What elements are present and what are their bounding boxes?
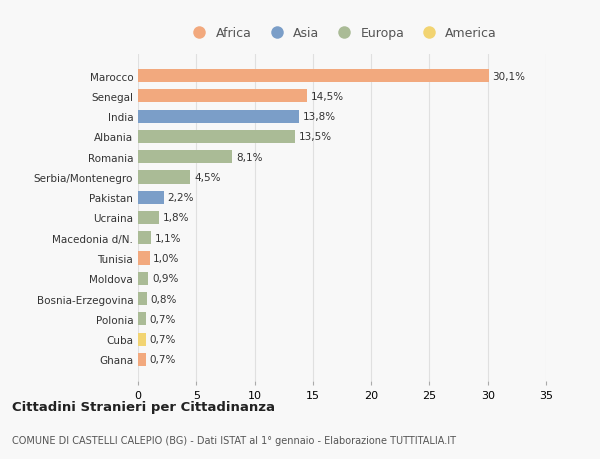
Text: 1,0%: 1,0% — [153, 253, 179, 263]
Text: Cittadini Stranieri per Cittadinanza: Cittadini Stranieri per Cittadinanza — [12, 400, 275, 413]
Bar — [138, 151, 232, 164]
Bar — [138, 90, 307, 103]
Bar — [138, 110, 299, 123]
Bar — [138, 232, 151, 245]
Bar — [138, 272, 148, 285]
Bar — [138, 70, 489, 83]
Legend: Africa, Asia, Europa, America: Africa, Asia, Europa, America — [182, 22, 502, 45]
Text: 0,9%: 0,9% — [152, 274, 178, 284]
Text: 1,8%: 1,8% — [163, 213, 189, 223]
Text: 2,2%: 2,2% — [167, 193, 194, 203]
Text: 1,1%: 1,1% — [154, 233, 181, 243]
Text: 13,8%: 13,8% — [302, 112, 335, 122]
Bar — [138, 130, 295, 144]
Text: 0,7%: 0,7% — [149, 334, 176, 344]
Bar — [138, 171, 190, 184]
Text: 13,5%: 13,5% — [299, 132, 332, 142]
Bar — [138, 191, 164, 204]
Bar — [138, 292, 148, 306]
Bar — [138, 252, 149, 265]
Text: 14,5%: 14,5% — [311, 92, 344, 102]
Text: COMUNE DI CASTELLI CALEPIO (BG) - Dati ISTAT al 1° gennaio - Elaborazione TUTTIT: COMUNE DI CASTELLI CALEPIO (BG) - Dati I… — [12, 435, 456, 445]
Bar — [138, 212, 159, 224]
Bar — [138, 313, 146, 326]
Text: 4,5%: 4,5% — [194, 173, 220, 183]
Bar — [138, 333, 146, 346]
Text: 0,8%: 0,8% — [151, 294, 177, 304]
Bar — [138, 353, 146, 366]
Text: 0,7%: 0,7% — [149, 355, 176, 364]
Text: 30,1%: 30,1% — [493, 72, 526, 81]
Text: 0,7%: 0,7% — [149, 314, 176, 324]
Text: 8,1%: 8,1% — [236, 152, 262, 162]
